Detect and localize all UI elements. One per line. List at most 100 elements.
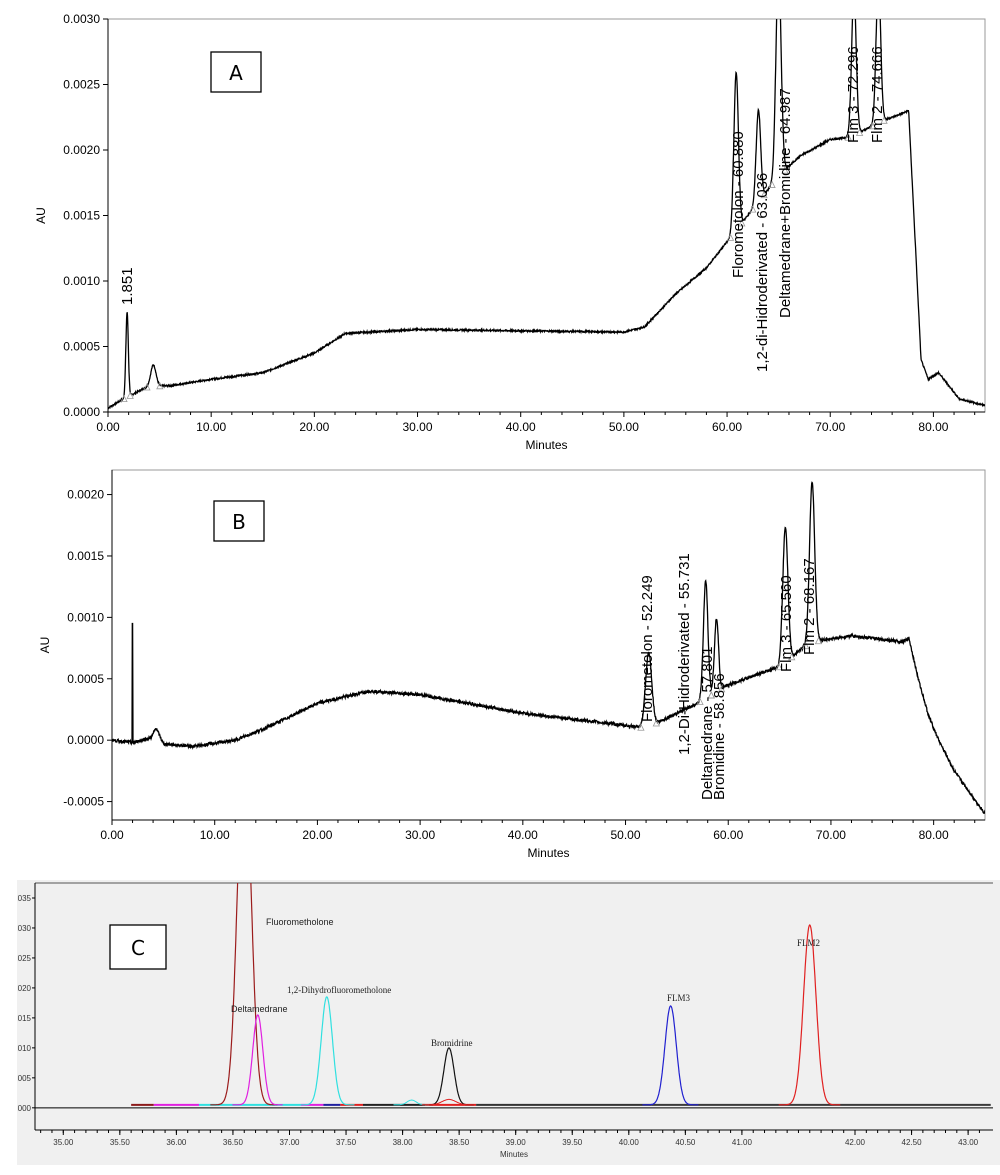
x-tick-label: 0.00 xyxy=(96,420,120,434)
peak-marker xyxy=(814,636,823,645)
y-tick-label: 0.0000 xyxy=(67,733,104,747)
peak-marker xyxy=(768,180,776,188)
x-tick-label: 36.00 xyxy=(166,1138,187,1147)
panel-b: 0.00 10.00 20.00 30.00 40.00 50.00 60.00 70.00 8… xyxy=(38,469,986,860)
peak-marker xyxy=(717,684,726,693)
x-tick-label: 10.00 xyxy=(200,828,230,842)
peak-marker xyxy=(869,121,877,130)
y-tick-label: 005 xyxy=(18,1074,32,1083)
panel-tag: A xyxy=(229,61,243,85)
x-tick-label: 10.00 xyxy=(196,420,226,434)
x-tick-label: 37.50 xyxy=(336,1138,357,1147)
x-tick-label: 38.50 xyxy=(449,1138,470,1147)
series-trace-4 xyxy=(642,1005,699,1106)
peak-marker xyxy=(781,166,789,174)
y-tick-label: 015 xyxy=(18,1014,32,1023)
x-tick-label: 50.00 xyxy=(611,828,641,842)
panel-tag: C xyxy=(131,936,145,960)
peak-marker xyxy=(120,394,128,403)
x-tick-label: 42.00 xyxy=(845,1138,866,1147)
x-tick-label: 35.00 xyxy=(53,1138,74,1147)
peak-marker xyxy=(775,662,783,671)
panel-tag-box xyxy=(213,500,265,542)
peak-marker xyxy=(844,133,852,141)
series-trace-0 xyxy=(210,883,278,1106)
peak-marker xyxy=(696,697,704,705)
x-axis-label: Minutes xyxy=(527,846,569,860)
panel-tag-box xyxy=(210,51,262,93)
y-tick-label: 0.0015 xyxy=(63,209,100,223)
x-tick-label: 70.00 xyxy=(815,420,845,434)
peak-label: 1.851 xyxy=(119,267,136,305)
peak-label: Flm 2 - 74.666 xyxy=(869,46,886,143)
x-axis-label: Minutes xyxy=(525,438,567,452)
x-tick-label: 39.00 xyxy=(506,1138,527,1147)
y-tick-label: 035 xyxy=(18,894,32,903)
x-tick-label: 36.50 xyxy=(223,1138,244,1147)
chromatogram-trace xyxy=(112,481,985,815)
panel-a: 0.00 10.00 20.00 30.00 40.00 50.00 60.00 70.00 8… xyxy=(34,12,986,452)
y-tick-label: 0.0020 xyxy=(63,143,100,157)
peak-marker xyxy=(788,652,796,661)
y-tick-label: 000 xyxy=(18,1104,32,1113)
x-tick-label: 20.00 xyxy=(299,420,329,434)
peak-marker xyxy=(637,723,645,731)
y-tick-label: 0.0010 xyxy=(67,610,104,624)
x-tick-label: 37.00 xyxy=(279,1138,300,1147)
peak-label: 1,2-Di-Hidroderivated - 55.731 xyxy=(676,553,693,755)
peak-label: Florometolon - 52.249 xyxy=(639,575,656,722)
peak-label: Flm 2 - 68.167 xyxy=(801,558,818,655)
peak-marker xyxy=(855,128,864,136)
panel-c: 000 005 010 015 020 025 030 035 35.00 35.50 36.00 3… xyxy=(17,880,1000,1165)
series-trace-1 xyxy=(232,1014,283,1106)
series-label: FLM3 xyxy=(667,993,691,1003)
x-tick-label: 43.00 xyxy=(958,1138,979,1147)
x-tick-label: 41.00 xyxy=(732,1138,753,1147)
y-axis-label: AU xyxy=(34,207,48,224)
series-label: Fluorometholone xyxy=(266,917,334,927)
peak-label: Flm 3 - 72.296 xyxy=(845,46,862,143)
series-trace-2 xyxy=(298,996,355,1106)
x-tick-label: 80.00 xyxy=(918,420,948,434)
y-tick-label: 0.0005 xyxy=(63,340,100,354)
series-label: Bromidrine xyxy=(431,1038,473,1048)
peak-marker xyxy=(156,381,164,390)
x-tick-label: 70.00 xyxy=(816,828,846,842)
x-tick-label: 35.50 xyxy=(110,1138,131,1147)
x-tick-label: 40.50 xyxy=(675,1138,696,1147)
panel-tag: B xyxy=(232,510,246,534)
peak-marker xyxy=(749,205,757,213)
x-tick-label: 60.00 xyxy=(713,828,743,842)
peak-marker xyxy=(880,116,888,124)
series-label: FLM2 xyxy=(797,938,820,948)
peak-marker xyxy=(143,383,151,391)
panel-c-background xyxy=(17,880,1000,1165)
x-tick-label: 40.00 xyxy=(619,1138,640,1147)
peak-marker xyxy=(802,641,810,650)
y-tick-label: 0.0010 xyxy=(63,274,100,288)
x-tick-label: 39.50 xyxy=(562,1138,583,1147)
peak-marker xyxy=(126,391,134,399)
peak-marker xyxy=(760,190,768,199)
chromatogram-trace xyxy=(108,19,985,410)
peak-label: 1,2-di-Hidroderivated - 63.036 xyxy=(754,173,771,372)
y-tick-label: 0.0015 xyxy=(67,549,104,563)
peak-label: Bromidine - 58.856 xyxy=(711,673,728,800)
y-tick-label: 0.0030 xyxy=(63,12,100,26)
x-tick-label: 40.00 xyxy=(506,420,536,434)
peak-marker xyxy=(707,691,715,699)
y-tick-label: 0.0020 xyxy=(67,488,104,502)
y-tick-label: 0.0005 xyxy=(67,672,104,686)
x-tick-label: 30.00 xyxy=(405,828,435,842)
y-axis-label: AU xyxy=(38,637,52,654)
x-tick-label: 38.00 xyxy=(393,1138,414,1147)
x-tick-label: 80.00 xyxy=(919,828,949,842)
peak-label: Florometolon - 60.880 xyxy=(730,131,747,278)
x-tick-label: 60.00 xyxy=(712,420,742,434)
minor-peak xyxy=(421,1098,476,1106)
peak-label: Deltamedrane+Bromidine - 64.987 xyxy=(777,88,794,318)
x-tick-label: 20.00 xyxy=(302,828,332,842)
x-axis-label: Minutes xyxy=(500,1150,528,1159)
y-tick-label: 020 xyxy=(18,984,32,993)
